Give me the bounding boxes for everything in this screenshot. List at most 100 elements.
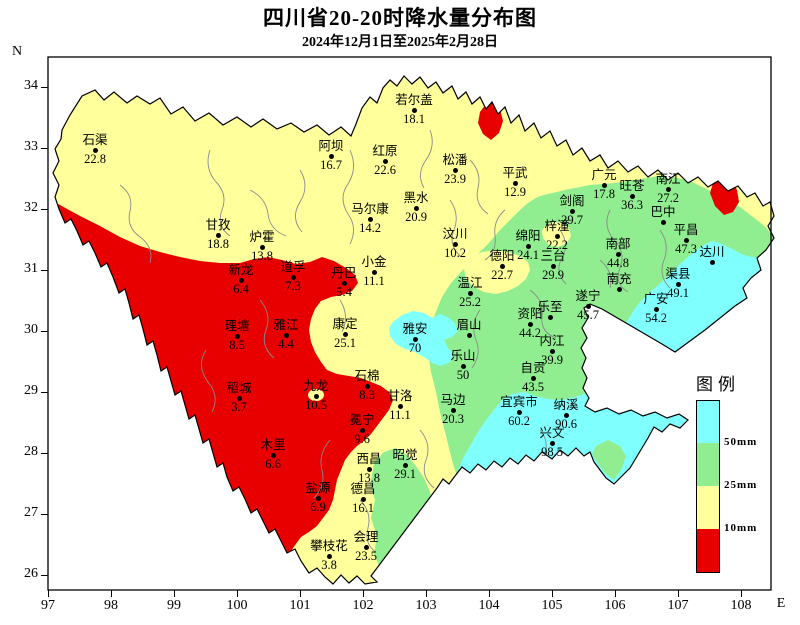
station-dot — [554, 233, 560, 239]
station-value: 49.1 — [667, 286, 689, 300]
lon-tick — [300, 590, 301, 597]
station-dot — [270, 452, 276, 458]
lon-tick — [174, 590, 175, 597]
station-dot — [629, 193, 635, 199]
region-green-se-lobe — [592, 440, 626, 480]
station-dot — [683, 237, 689, 243]
station-dot — [653, 306, 659, 312]
page-subtitle: 2024年12月1日至2025年2月28日 — [302, 35, 498, 50]
station-dot — [411, 107, 417, 113]
lat-tick-label: 33 — [24, 139, 38, 154]
station-name: 马尔康 — [351, 202, 389, 216]
station-value: 5.4 — [336, 285, 352, 299]
lon-tick-label: 107 — [667, 598, 689, 613]
lat-tick-label: 34 — [24, 78, 38, 93]
station-value: 36.3 — [621, 198, 643, 212]
station-name: 南部 — [605, 237, 631, 251]
station-value: 25.1 — [334, 336, 356, 350]
lon-tick — [426, 590, 427, 597]
station-name: 黑水 — [403, 191, 429, 205]
station-value: 14.2 — [359, 221, 381, 235]
lon-tick — [48, 590, 49, 597]
station-dot — [363, 544, 369, 550]
station-dot — [615, 251, 621, 257]
station-dot — [512, 180, 518, 186]
lat-tick — [41, 392, 48, 393]
station-name: 甘孜 — [205, 218, 231, 232]
station-name: 石棉 — [354, 369, 380, 383]
station-value: 29.1 — [394, 467, 416, 481]
station-value: 10.2 — [444, 246, 466, 260]
lat-tick-label: 31 — [24, 261, 38, 276]
legend-band — [696, 486, 720, 530]
station-value: 90.6 — [555, 417, 577, 431]
station-dot — [550, 263, 556, 269]
axes-frame — [47, 56, 772, 591]
lat-tick-label: 28 — [24, 444, 38, 459]
station-value: 6.9 — [310, 500, 326, 514]
lat-tick-label: 26 — [24, 566, 38, 581]
legend-threshold-label: 50mm — [724, 436, 758, 448]
station-dot — [549, 348, 555, 354]
station-dot — [371, 269, 377, 275]
lat-tick — [41, 514, 48, 515]
station-name: 红原 — [372, 144, 398, 158]
station-value: 13.8 — [358, 471, 380, 485]
station-dot — [585, 303, 591, 309]
station-dot — [397, 403, 403, 409]
station-dot — [525, 243, 531, 249]
station-value: 29.7 — [561, 213, 583, 227]
station-dot — [452, 241, 458, 247]
legend-band — [696, 400, 720, 444]
station-value: 11.1 — [363, 274, 385, 288]
station-name: 渠县 — [665, 267, 691, 281]
station-name: 遂宁 — [575, 289, 601, 303]
station-value: 98.5 — [541, 445, 563, 459]
station-name: 眉山 — [456, 318, 482, 332]
lon-tick-label: 106 — [604, 598, 626, 613]
station-value: 8.5 — [229, 338, 245, 352]
station-value: 11.1 — [389, 408, 411, 422]
station-dot — [660, 219, 666, 225]
station-name: 德昌 — [350, 482, 376, 496]
station-name: 广元 — [591, 168, 617, 182]
lat-tick — [41, 270, 48, 271]
station-name: 内江 — [539, 334, 565, 348]
station-name: 兴文 — [539, 426, 565, 440]
station-name: 松潘 — [442, 153, 468, 167]
station-value: 13.8 — [251, 249, 273, 263]
station-dot — [234, 333, 240, 339]
station-value: 23.9 — [444, 172, 466, 186]
station-name: 甘洛 — [387, 389, 413, 403]
station-value: 22.7 — [491, 268, 513, 282]
station-name: 自贡 — [520, 361, 546, 375]
station-dot — [341, 280, 347, 286]
lat-tick — [41, 148, 48, 149]
station-name: 盐源 — [305, 481, 331, 495]
lon-tick — [489, 590, 490, 597]
lon-tick-label: 97 — [41, 598, 55, 613]
north-axis-label: N — [11, 44, 23, 59]
station-name: 炉霍 — [249, 230, 275, 244]
lat-tick-label: 32 — [24, 200, 38, 215]
legend-band — [696, 529, 720, 573]
station-dot — [601, 182, 607, 188]
station-dot — [366, 466, 372, 472]
station-name: 冕宁 — [349, 413, 375, 427]
lat-tick — [41, 331, 48, 332]
station-dot — [215, 232, 221, 238]
station-name: 宜宾市 — [500, 395, 538, 409]
station-dot — [328, 153, 334, 159]
station-dot — [313, 393, 319, 399]
station-value: 44.8 — [607, 256, 629, 270]
station-dot — [460, 363, 466, 369]
lon-tick — [615, 590, 616, 597]
station-value: 70 — [408, 341, 422, 355]
station-dot — [402, 462, 408, 468]
lon-tick-label: 100 — [226, 598, 248, 613]
lon-tick-label: 101 — [289, 598, 311, 613]
station-name: 温江 — [457, 276, 483, 290]
station-name: 若尔盖 — [395, 93, 433, 107]
station-name: 马边 — [440, 393, 466, 407]
